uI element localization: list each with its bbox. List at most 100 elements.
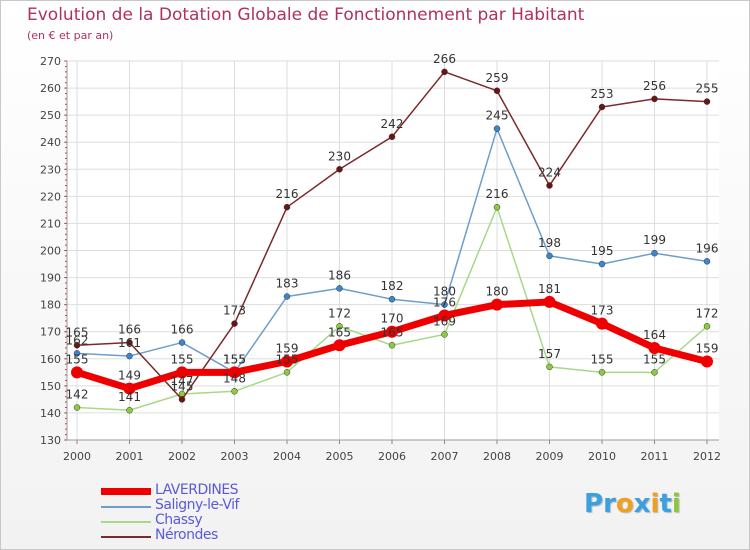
data-point-laverdines bbox=[491, 298, 503, 311]
brand-logo-letter: r bbox=[603, 489, 616, 519]
data-point-saligny-le-vif bbox=[441, 301, 448, 308]
data-point-nerondes bbox=[178, 396, 186, 403]
data-label-nerondes: 165 bbox=[66, 325, 89, 339]
data-label-chassy: 141 bbox=[118, 390, 141, 404]
y-tick-label: 220 bbox=[40, 190, 61, 203]
data-point-nerondes bbox=[73, 342, 81, 349]
data-label-nerondes: 266 bbox=[433, 52, 456, 66]
y-tick-label: 190 bbox=[40, 272, 61, 285]
data-point-chassy bbox=[73, 404, 81, 411]
data-point-chassy bbox=[336, 323, 343, 330]
data-label-chassy: 165 bbox=[381, 325, 404, 339]
data-point-laverdines bbox=[333, 339, 346, 352]
data-label-nerondes: 230 bbox=[328, 149, 351, 163]
data-label-chassy: 216 bbox=[486, 187, 509, 201]
y-tick-label: 270 bbox=[40, 55, 61, 68]
data-label-nerondes: 224 bbox=[538, 166, 561, 180]
data-point-saligny-le-vif bbox=[546, 252, 553, 260]
data-label-saligny-le-vif: 199 bbox=[643, 233, 666, 247]
data-point-saligny-le-vif bbox=[178, 339, 186, 346]
x-tick-label: 2010 bbox=[588, 450, 616, 463]
data-point-chassy bbox=[283, 369, 291, 376]
data-label-nerondes: 166 bbox=[118, 323, 141, 337]
legend-swatch bbox=[101, 521, 151, 523]
chart-subtitle: (en € et par an) bbox=[27, 29, 114, 42]
data-point-chassy bbox=[703, 323, 711, 330]
data-point-nerondes bbox=[651, 95, 658, 103]
data-label-laverdines: 149 bbox=[118, 369, 141, 383]
data-point-laverdines bbox=[701, 355, 713, 368]
data-label-chassy: 157 bbox=[538, 347, 561, 361]
y-tick-label: 150 bbox=[40, 380, 61, 393]
legend-swatch bbox=[101, 536, 151, 538]
data-point-laverdines bbox=[648, 341, 661, 354]
x-tick-label: 2002 bbox=[168, 450, 196, 463]
y-tick-label: 240 bbox=[40, 136, 61, 149]
data-point-laverdines bbox=[176, 366, 188, 379]
data-label-nerondes: 259 bbox=[486, 71, 509, 85]
data-label-nerondes: 145 bbox=[171, 379, 194, 393]
data-point-saligny-le-vif bbox=[336, 285, 343, 292]
legend-swatch bbox=[101, 488, 151, 495]
data-point-chassy bbox=[441, 331, 448, 338]
y-tick-label: 200 bbox=[40, 245, 61, 258]
data-label-saligny-le-vif: 196 bbox=[696, 241, 719, 255]
brand-logo-letter: i bbox=[671, 489, 681, 519]
data-label-nerondes: 216 bbox=[276, 187, 299, 201]
data-label-saligny-le-vif: 182 bbox=[381, 279, 404, 293]
data-label-laverdines: 181 bbox=[538, 282, 561, 296]
x-tick-label: 2009 bbox=[536, 450, 564, 463]
x-tick-label: 2001 bbox=[116, 450, 144, 463]
data-point-nerondes bbox=[126, 339, 133, 346]
y-tick-label: 260 bbox=[40, 82, 61, 95]
x-tick-label: 2008 bbox=[483, 450, 511, 463]
data-label-saligny-le-vif: 161 bbox=[118, 336, 141, 350]
data-point-laverdines bbox=[281, 355, 293, 368]
data-label-nerondes: 253 bbox=[591, 87, 614, 101]
data-label-laverdines: 164 bbox=[643, 328, 666, 342]
y-tick-label: 230 bbox=[40, 163, 61, 176]
legend-swatch bbox=[101, 506, 151, 508]
data-point-saligny-le-vif bbox=[703, 258, 711, 265]
data-label-laverdines: 155 bbox=[223, 352, 246, 366]
x-tick-label: 2011 bbox=[641, 450, 669, 463]
data-label-saligny-le-vif: 166 bbox=[171, 323, 194, 337]
data-point-laverdines bbox=[228, 366, 241, 379]
legend-label: Chassy bbox=[155, 512, 203, 528]
data-label-chassy: 172 bbox=[696, 306, 719, 320]
data-label-chassy: 155 bbox=[276, 352, 299, 366]
data-point-nerondes bbox=[598, 103, 606, 111]
data-label-saligny-le-vif: 183 bbox=[276, 277, 299, 291]
data-label-saligny-le-vif: 162 bbox=[66, 333, 89, 347]
brand-logo-letter: t bbox=[659, 489, 672, 519]
data-point-nerondes bbox=[388, 133, 396, 141]
data-point-saligny-le-vif bbox=[126, 352, 133, 360]
brand-logo-letter: o bbox=[615, 489, 634, 519]
data-point-chassy bbox=[493, 203, 501, 211]
brand-logo-letter: x bbox=[633, 489, 651, 519]
data-point-saligny-le-vif bbox=[283, 293, 291, 300]
data-point-nerondes bbox=[546, 182, 553, 189]
data-point-laverdines bbox=[596, 317, 608, 330]
data-point-nerondes bbox=[283, 203, 291, 211]
data-point-nerondes bbox=[441, 68, 448, 76]
x-tick-label: 2000 bbox=[63, 450, 91, 463]
data-point-laverdines bbox=[123, 382, 136, 395]
y-tick-label: 160 bbox=[40, 353, 61, 366]
data-label-chassy: 155 bbox=[591, 352, 614, 366]
data-label-saligny-le-vif: 245 bbox=[486, 109, 509, 123]
data-label-laverdines: 170 bbox=[381, 312, 404, 326]
data-point-chassy bbox=[388, 342, 396, 349]
brand-logo-letter: P bbox=[584, 489, 604, 519]
x-tick-label: 2007 bbox=[431, 450, 459, 463]
data-label-nerondes: 242 bbox=[381, 117, 404, 131]
data-label-nerondes: 256 bbox=[643, 79, 666, 93]
data-label-chassy: 148 bbox=[223, 371, 246, 385]
data-point-nerondes bbox=[493, 87, 501, 95]
y-tick-label: 250 bbox=[40, 109, 61, 122]
data-label-laverdines: 173 bbox=[591, 304, 614, 318]
data-label-laverdines: 176 bbox=[433, 295, 456, 309]
y-tick-label: 130 bbox=[40, 434, 61, 447]
data-point-chassy bbox=[126, 406, 133, 414]
